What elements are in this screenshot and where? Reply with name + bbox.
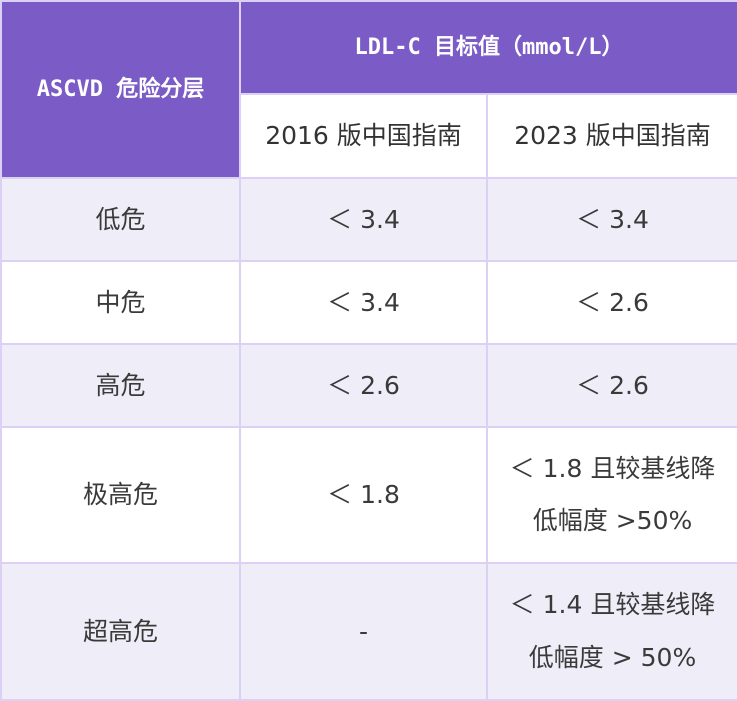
value-line: 低幅度 > 50% (528, 642, 697, 672)
risk-cell: 高危 (0, 343, 241, 428)
value-line: ＜ 1.8 且较基线降 (509, 453, 716, 483)
table-row: 中危 ＜ 3.4 ＜ 2.6 (0, 260, 737, 345)
col-2023-header: 2023 版中国指南 (485, 93, 737, 179)
risk-header: ASCVD 危险分层 (0, 0, 241, 179)
risk-cell: 超高危 (0, 562, 241, 701)
col-2016-header: 2016 版中国指南 (239, 93, 488, 179)
risk-cell: 低危 (0, 177, 241, 262)
target-header: LDL-C 目标值（mmol/L） (238, 0, 737, 95)
table-row: 极高危 ＜ 1.8 ＜ 1.8 且较基线降 低幅度 >50% (0, 426, 737, 564)
value-2023-cell: ＜ 3.4 (485, 177, 737, 262)
value-line: ＜ 1.4 且较基线降 (509, 590, 716, 619)
risk-cell: 极高危 (0, 426, 241, 564)
value-2023-cell: ＜ 1.8 且较基线降 低幅度 >50% (485, 426, 737, 564)
risk-cell: 中危 (0, 260, 241, 345)
value-2016-cell: ＜ 2.6 (239, 343, 488, 428)
table-row: 超高危 - ＜ 1.4 且较基线降 低幅度 > 50% (0, 562, 737, 701)
value-2016-cell: ＜ 3.4 (239, 177, 488, 262)
value-2023-cell: ＜ 1.4 且较基线降 低幅度 > 50% (485, 562, 737, 701)
value-2023-cell: ＜ 2.6 (485, 343, 737, 428)
value-2016-cell: - (239, 562, 488, 701)
value-line: 低幅度 >50% (532, 506, 693, 535)
value-2016-cell: ＜ 3.4 (239, 260, 488, 345)
value-2023-cell: ＜ 2.6 (485, 260, 737, 345)
value-2016-cell: ＜ 1.8 (239, 426, 488, 564)
table-row: 低危 ＜ 3.4 ＜ 3.4 (0, 177, 737, 262)
table-row: 高危 ＜ 2.6 ＜ 2.6 (0, 343, 737, 428)
